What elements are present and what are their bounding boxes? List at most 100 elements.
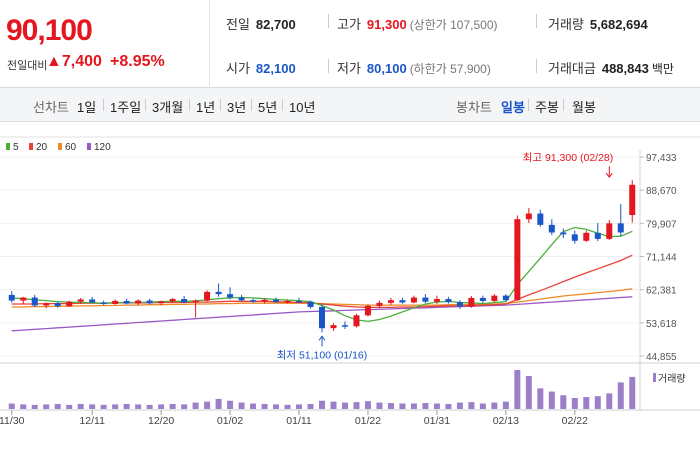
candle-body xyxy=(77,299,84,302)
candle-body xyxy=(548,224,555,233)
volume-bar xyxy=(387,403,394,409)
volume-bar xyxy=(502,401,509,409)
volume-bar xyxy=(319,400,325,409)
period-1w-button[interactable]: 1주일 xyxy=(110,100,142,115)
price-box: 90,100 전일대비 ▲7,400 +8.95% xyxy=(0,0,210,88)
x-tick-label: 11/30 xyxy=(0,415,25,427)
volume-bar xyxy=(468,402,475,409)
volume-bar xyxy=(410,403,417,409)
candle-body xyxy=(250,300,257,302)
divider xyxy=(251,99,252,111)
line-chart-label: 선차트 xyxy=(33,100,69,115)
candle-body xyxy=(583,232,590,241)
volume-bar xyxy=(227,400,234,409)
divider xyxy=(189,99,190,111)
volume-bar xyxy=(560,395,567,409)
candle-body xyxy=(112,300,119,304)
candle-body xyxy=(376,302,383,306)
candle-monthly-button[interactable]: 월봉 xyxy=(572,100,596,115)
volume-bar xyxy=(491,402,498,409)
volume-bar xyxy=(169,403,176,409)
legend-label: 60 xyxy=(65,142,77,153)
volume-bar xyxy=(20,404,27,409)
candle-body xyxy=(525,213,532,220)
volume-bar xyxy=(273,404,280,409)
volume-bar xyxy=(456,402,463,409)
volume-bar xyxy=(181,404,188,409)
change-label: 전일대비 xyxy=(7,60,48,72)
y-tick-label: 97,433 xyxy=(646,153,677,164)
legend-label: 5 xyxy=(13,142,19,153)
volume-legend-label: 거래량 xyxy=(658,373,686,385)
candle-body xyxy=(422,297,429,302)
high-annotation: 최고 91,300 (02/28) xyxy=(523,152,614,164)
volume-legend-swatch xyxy=(653,373,656,382)
period-1d-button[interactable]: 1일 xyxy=(77,100,97,115)
x-tick-label: 02/22 xyxy=(562,415,588,427)
volume-bar xyxy=(433,403,440,409)
volume-bar xyxy=(341,402,348,409)
volume-bar xyxy=(445,403,452,409)
candle-weekly-button[interactable]: 주봉 xyxy=(535,100,559,115)
candle-body xyxy=(571,234,578,241)
volume-bar xyxy=(548,391,555,409)
legend-swatch xyxy=(6,143,10,150)
divider xyxy=(536,59,537,73)
volume-bar xyxy=(330,401,337,409)
stat-value: 80,100 xyxy=(366,61,407,76)
volume-bar xyxy=(571,397,578,409)
candle-body xyxy=(629,184,636,216)
volume-bar xyxy=(594,396,601,409)
volume-bar xyxy=(629,376,636,409)
period-10y-button[interactable]: 10년 xyxy=(289,100,316,115)
candle-body xyxy=(135,300,142,304)
stat-value: 488,843 xyxy=(601,61,649,76)
volume-bar xyxy=(525,375,532,409)
candle-body xyxy=(307,301,314,308)
stat-high: 고가 91,300 (상한가 107,500) xyxy=(337,14,498,33)
chart-legend: 5 20 60 120 xyxy=(6,142,111,153)
candle-daily-button[interactable]: 일봉 xyxy=(501,100,525,115)
stat-prev-close: 전일 82,700 xyxy=(226,14,296,33)
candle-body xyxy=(54,303,61,307)
volume-bar xyxy=(31,404,38,409)
candle-body xyxy=(456,302,463,307)
volume-bar xyxy=(8,403,15,409)
volume-bar xyxy=(66,404,73,409)
y-tick-label: 44,855 xyxy=(646,352,677,363)
candle-body xyxy=(606,223,613,239)
candle-body xyxy=(169,299,176,302)
volume-bar xyxy=(135,404,142,409)
candle-body xyxy=(491,295,498,301)
x-tick-label: 01/22 xyxy=(355,415,381,427)
candle-body xyxy=(261,299,268,302)
candle-body xyxy=(387,300,394,303)
candle-body xyxy=(594,232,601,239)
divider xyxy=(220,99,221,111)
candle-body xyxy=(502,295,509,301)
candle-body xyxy=(100,302,107,304)
divider xyxy=(328,59,329,73)
period-1y-button[interactable]: 1년 xyxy=(196,100,216,115)
x-tick-label: 01/02 xyxy=(217,415,243,427)
volume-bar xyxy=(204,401,211,409)
volume-bar xyxy=(192,402,199,409)
candle-body xyxy=(319,307,325,329)
change-value: ▲7,400 xyxy=(46,53,102,71)
candle-body xyxy=(146,300,153,304)
divider xyxy=(328,14,329,28)
volume-bar xyxy=(100,404,107,409)
x-tick-label: 01/31 xyxy=(424,415,450,427)
volume-bar xyxy=(364,401,371,409)
stat-label: 저가 xyxy=(337,61,361,76)
volume-bar xyxy=(89,404,96,409)
period-5y-button[interactable]: 5년 xyxy=(258,100,278,115)
candle-body xyxy=(296,300,303,303)
period-3m-button[interactable]: 3개월 xyxy=(152,100,184,115)
candle-chart-label: 봉차트 xyxy=(456,100,492,115)
candle-body xyxy=(192,300,199,303)
volume-bar xyxy=(123,403,130,409)
candle-body xyxy=(273,299,280,303)
period-3y-button[interactable]: 3년 xyxy=(227,100,247,115)
volume-bar xyxy=(112,404,119,409)
